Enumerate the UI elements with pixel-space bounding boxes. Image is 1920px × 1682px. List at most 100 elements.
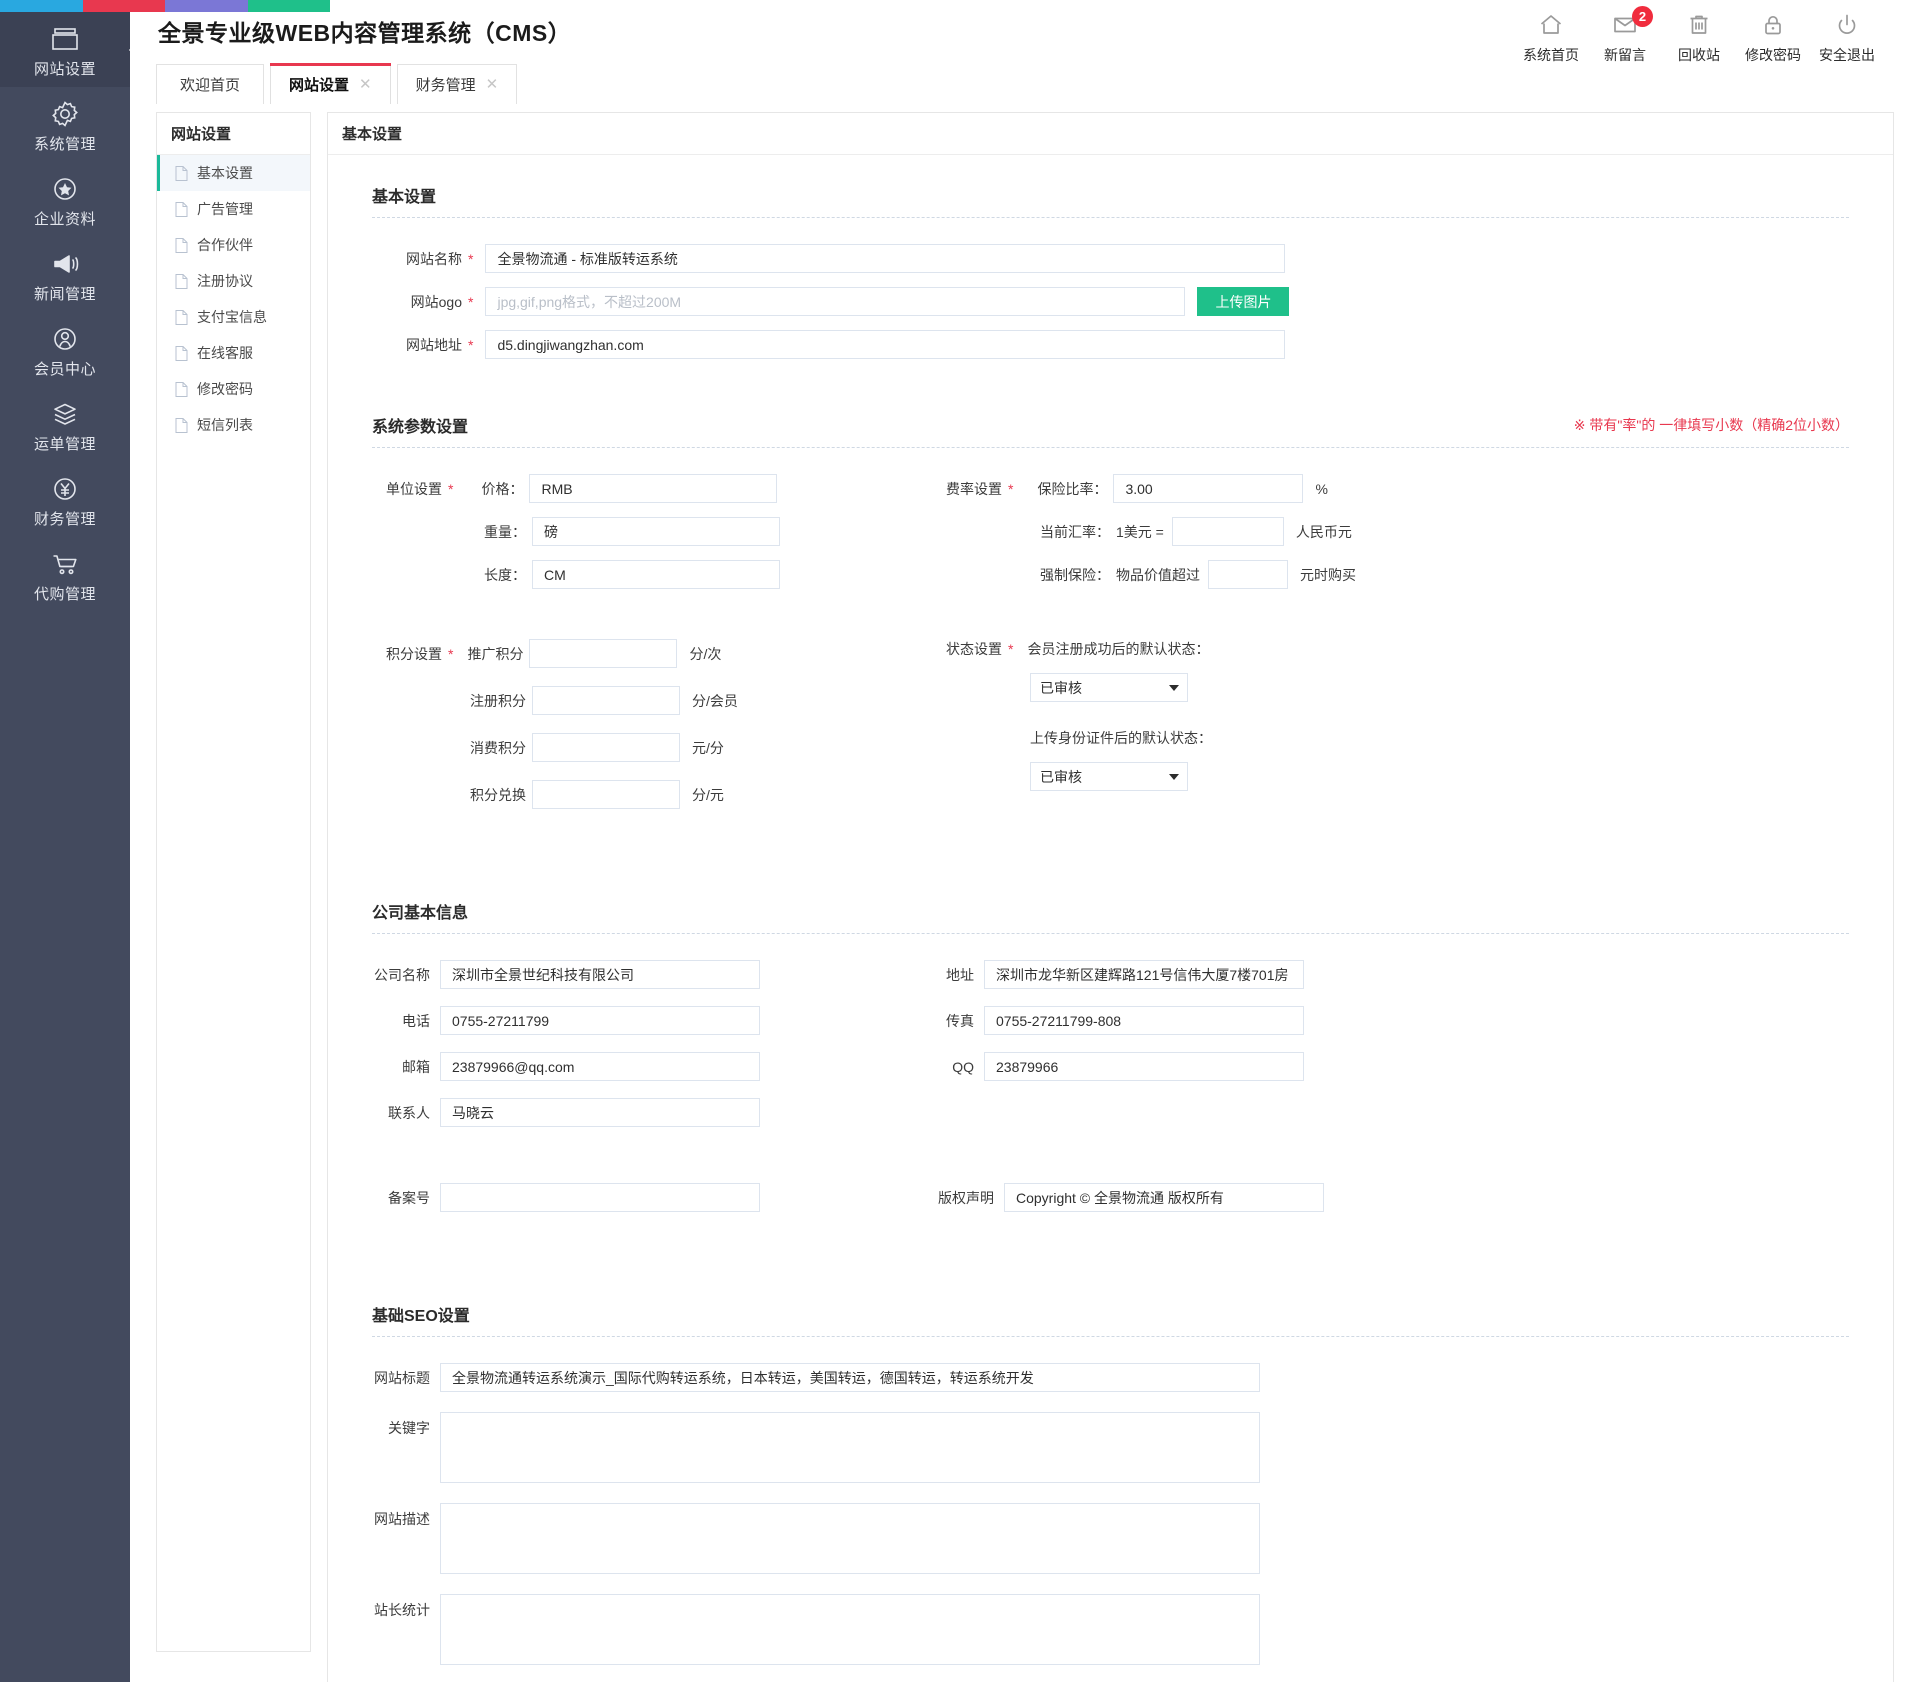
content-area: 网站设置 基本设置 广告管理 合作伙伴 (130, 104, 1920, 1682)
field-label: 公司名称 (374, 966, 430, 983)
sidebar-item-online-service[interactable]: 在线客服 (157, 335, 310, 371)
section-heading: 系统参数设置 (372, 419, 469, 436)
site-url-input[interactable] (485, 330, 1286, 359)
company-qq-input[interactable] (984, 1052, 1304, 1081)
unit-label: 元/分 (692, 739, 724, 756)
copyright-input[interactable] (1004, 1183, 1324, 1212)
toolbar-home-button[interactable]: 系统首页 (1514, 8, 1588, 65)
sidebar-item-system-management[interactable]: 系统管理 (0, 87, 130, 162)
points-exchange-input[interactable] (532, 780, 680, 809)
sidebar-item-basic-settings[interactable]: 基本设置 (157, 155, 310, 191)
tab-label: 欢迎首页 (179, 77, 240, 94)
company-name-input[interactable] (440, 960, 760, 989)
field-label: 消费积分 (470, 739, 526, 756)
sidebar-item-sms-list[interactable]: 短信列表 (157, 407, 310, 443)
field-label: 强制保险： (1040, 566, 1110, 583)
unit-label: 分/次 (689, 645, 722, 662)
sidebar-item-partners[interactable]: 合作伙伴 (157, 227, 310, 263)
sidebar-item-website-settings[interactable]: 网站设置 (0, 12, 141, 87)
field-company-email: 邮箱 (368, 1052, 928, 1081)
idcard-default-status-select[interactable]: 已审核 (1030, 762, 1188, 791)
field-site-name: 网站名称 * (368, 244, 1853, 273)
sidebar-item-member-center[interactable]: 会员中心 (0, 312, 130, 387)
field-site-url: 网站地址 * (368, 330, 1853, 359)
tab-finance-management[interactable]: 财务管理 ✕ (396, 64, 518, 104)
field-label: 电话 (402, 1012, 430, 1029)
seo-keywords-textarea[interactable] (440, 1412, 1260, 1483)
company-address-input[interactable] (984, 960, 1304, 989)
toolbar-change-password-button[interactable]: 修改密码 (1736, 8, 1810, 65)
sidebar-item-ad-management[interactable]: 广告管理 (157, 191, 310, 227)
field-label: QQ (952, 1058, 974, 1075)
sidebar-item-alipay-info[interactable]: 支付宝信息 (157, 299, 310, 335)
field-label: 重量： (484, 523, 526, 540)
seo-description-textarea[interactable] (440, 1503, 1260, 1574)
sidebar-item-waybill-management[interactable]: 运单管理 (0, 387, 130, 462)
status-idcard-label: 上传身份证件后的默认状态： (1030, 730, 1212, 746)
site-logo-input[interactable] (485, 287, 1186, 316)
close-icon[interactable]: ✕ (359, 76, 372, 93)
file-icon (175, 417, 188, 433)
unit-price-input[interactable] (529, 474, 778, 503)
field-unit-price: 单位设置 * 价格： (368, 474, 928, 503)
primary-sidebar: 网站设置 系统管理 企业资料 (0, 0, 141, 1682)
file-icon (175, 273, 188, 289)
gear-icon (48, 97, 82, 131)
decimal-note: ※ 带有"率"的 一律填写小数（精确2位小数） (1573, 417, 1849, 433)
promo-points-input[interactable] (529, 639, 678, 668)
upload-image-button[interactable]: 上传图片 (1197, 287, 1290, 316)
field-company-qq: QQ (928, 1052, 1853, 1081)
sidebar-item-change-password[interactable]: 修改密码 (157, 371, 310, 407)
toolbar-logout-button[interactable]: 安全退出 (1810, 8, 1884, 65)
sidebar-item-company-profile[interactable]: 企业资料 (0, 162, 130, 237)
company-fax-input[interactable] (984, 1006, 1304, 1035)
group-label: 费率设置 (946, 480, 1002, 497)
insurance-ratio-input[interactable] (1113, 474, 1304, 503)
sidebar-item-purchase-agent-management[interactable]: 代购管理 (0, 537, 130, 612)
tab-welcome-home[interactable]: 欢迎首页 (156, 64, 264, 104)
field-company-fax: 传真 (928, 1006, 1853, 1035)
field-company-address: 地址 (928, 960, 1853, 989)
unit-label: 人民币元 (1295, 523, 1352, 540)
field-seo-description: 网站描述 (368, 1503, 1853, 1574)
company-contact-input[interactable] (440, 1098, 760, 1127)
company-phone-input[interactable] (440, 1006, 760, 1035)
file-icon (175, 345, 188, 361)
exchange-rate-input[interactable] (1171, 517, 1284, 546)
yen-circle-icon (48, 472, 82, 506)
exchange-prefix: 1美元 = (1116, 523, 1164, 540)
consume-points-input[interactable] (532, 733, 680, 762)
register-points-input[interactable] (532, 686, 680, 715)
seo-title-input[interactable] (440, 1363, 1260, 1392)
sidebar-item-finance-management[interactable]: 财务管理 (0, 462, 130, 537)
record-field-wrap: 备案号 (368, 1183, 928, 1226)
sidebar-item-label: 在线客服 (197, 345, 253, 361)
sidebar-item-label: 广告管理 (197, 201, 253, 217)
unit-weight-input[interactable] (532, 517, 780, 546)
forced-insurance-input[interactable] (1208, 560, 1288, 589)
secondary-sidebar: 网站设置 基本设置 广告管理 合作伙伴 (156, 112, 311, 1652)
member-default-status-select[interactable]: 已审核 (1030, 673, 1188, 702)
tab-website-settings[interactable]: 网站设置 ✕ (270, 63, 391, 104)
field-label: 保险比率： (1037, 480, 1108, 497)
divider (372, 933, 1849, 934)
company-email-input[interactable] (440, 1052, 760, 1081)
file-icon (175, 237, 188, 253)
sidebar-item-label: 支付宝信息 (197, 309, 267, 325)
sidebar-item-news-management[interactable]: 新闻管理 (0, 237, 130, 312)
field-label: 网站地址 (406, 336, 462, 353)
field-company-phone: 电话 (368, 1006, 928, 1035)
status-settings-group: 状态设置 * 会员注册成功后的默认状态： 已审核 (928, 639, 1853, 823)
unit-length-input[interactable] (532, 560, 780, 589)
sidebar-item-registration-agreement[interactable]: 注册协议 (157, 263, 310, 299)
toolbar-messages-button[interactable]: 2 新留言 (1588, 6, 1662, 65)
trash-icon (1686, 12, 1712, 38)
site-name-input[interactable] (485, 244, 1286, 273)
power-icon (1834, 12, 1860, 38)
field-register-points: 注册积分 分/会员 (368, 686, 928, 715)
record-number-input[interactable] (440, 1183, 760, 1212)
toolbar-recycle-bin-button[interactable]: 回收站 (1662, 8, 1736, 65)
required-marker: * (468, 336, 474, 353)
close-icon[interactable]: ✕ (485, 76, 499, 93)
webmaster-stats-textarea[interactable] (440, 1594, 1260, 1665)
